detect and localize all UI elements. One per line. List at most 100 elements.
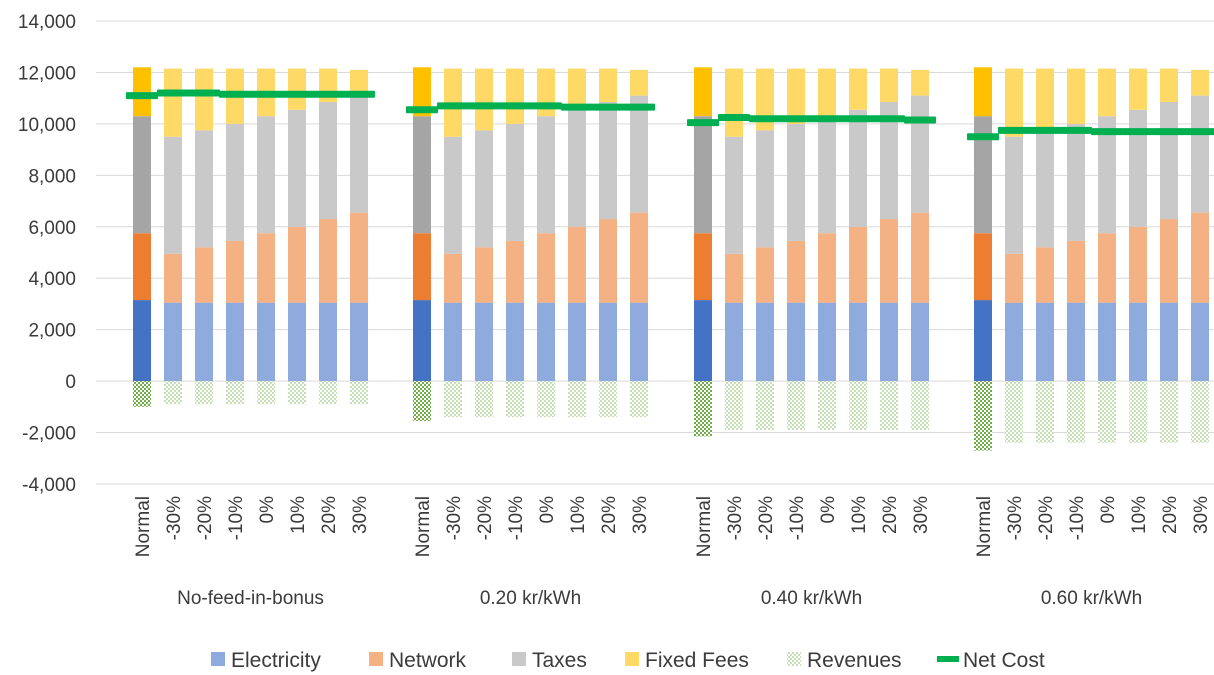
- fixed-fees-bar: [133, 67, 151, 117]
- net-cost-marker: [1122, 128, 1154, 136]
- x-tick-label: 10%: [288, 496, 309, 534]
- net-cost-marker: [780, 115, 812, 123]
- taxes-bar: [630, 95, 648, 213]
- network-bar: [787, 240, 805, 303]
- taxes-bar: [849, 109, 867, 227]
- x-tick-label: -10%: [226, 496, 247, 540]
- network-bar: [257, 233, 275, 303]
- network-bar: [911, 212, 929, 303]
- net-cost-marker: [967, 133, 999, 141]
- legend-swatch-net-cost: [937, 656, 959, 662]
- fixed-fees-bar: [818, 68, 836, 117]
- net-cost-marker: [157, 89, 189, 97]
- net-cost-marker: [718, 113, 750, 121]
- network-bar: [475, 247, 493, 303]
- fixed-fees-bar: [288, 68, 306, 110]
- net-cost-marker: [1060, 126, 1092, 134]
- revenues-bar: [849, 381, 867, 430]
- x-tick-label: -10%: [1067, 496, 1088, 540]
- x-tick-label: 0%: [818, 496, 839, 524]
- electricity-bar: [911, 302, 929, 382]
- electricity-bar: [630, 302, 648, 382]
- group-label: No-feed-in-bonus: [177, 588, 324, 609]
- taxes-bar: [475, 130, 493, 248]
- taxes-bar: [1160, 102, 1178, 220]
- electricity-bar: [1160, 302, 1178, 382]
- network-bar: [1191, 212, 1209, 303]
- electricity-bar: [1036, 302, 1054, 382]
- y-tick-label: -4,000: [22, 475, 76, 496]
- revenues-bar: [911, 381, 929, 430]
- network-bar: [319, 219, 337, 303]
- electricity-bar: [506, 302, 524, 382]
- electricity-bar: [1191, 302, 1209, 382]
- net-cost-marker: [281, 90, 313, 98]
- network-bar: [694, 233, 712, 301]
- revenues-bar: [756, 381, 774, 430]
- x-tick-label: -30%: [1005, 496, 1026, 540]
- taxes-bar: [133, 116, 151, 234]
- revenues-bar: [413, 381, 431, 421]
- electricity-bar: [257, 302, 275, 382]
- net-cost-marker: [499, 102, 531, 110]
- x-tick-label: 30%: [1191, 496, 1212, 534]
- taxes-bar: [756, 130, 774, 248]
- fixed-fees-bar: [1129, 68, 1147, 110]
- legend-label: Fixed Fees: [645, 649, 749, 672]
- legend-swatch-taxes: [512, 652, 526, 666]
- network-bar: [506, 240, 524, 303]
- x-tick-label: 10%: [849, 496, 870, 534]
- revenues-bar: [630, 381, 648, 418]
- electricity-bar: [694, 300, 712, 382]
- net-cost-marker: [1184, 128, 1214, 136]
- legend-label: Revenues: [807, 649, 902, 672]
- fixed-fees-bar: [880, 68, 898, 103]
- y-tick-label: 4,000: [28, 269, 76, 290]
- taxes-bar: [725, 136, 743, 254]
- gridlines: [96, 20, 1214, 485]
- taxes-bar: [350, 95, 368, 213]
- network-bar: [195, 247, 213, 303]
- electricity-bar: [880, 302, 898, 382]
- fixed-fees-bar: [1098, 68, 1116, 117]
- revenues-bar: [787, 381, 805, 430]
- x-axis: Normal -30% -20% -10% 0% 10% 20% 30% No-feed-in-…: [133, 496, 1212, 609]
- electricity-bar: [164, 302, 182, 382]
- fixed-fees-bar: [164, 68, 182, 137]
- y-tick-label: 6,000: [28, 218, 76, 239]
- electricity-bar: [818, 302, 836, 382]
- revenues-bar: [599, 381, 617, 418]
- electricity-bar: [1098, 302, 1116, 382]
- revenues-bar: [1191, 381, 1209, 443]
- taxes-bar: [288, 109, 306, 227]
- revenues-bar: [1129, 381, 1147, 443]
- fixed-fees-bar: [1191, 69, 1209, 96]
- revenues-bar: [319, 381, 337, 405]
- fixed-fees-bar: [849, 68, 867, 110]
- net-cost-marker: [749, 115, 781, 123]
- x-tick-label: -20%: [1036, 496, 1057, 540]
- network-bar: [164, 253, 182, 303]
- x-tick-label: -30%: [725, 496, 746, 540]
- net-cost-marker: [437, 102, 469, 110]
- fixed-fees-bar: [911, 69, 929, 96]
- network-bar: [1129, 226, 1147, 303]
- fixed-fees-bar: [1160, 68, 1178, 103]
- revenues-bar: [880, 381, 898, 430]
- legend-label: Net Cost: [963, 649, 1045, 672]
- taxes-bar: [568, 109, 586, 227]
- electricity-bar: [133, 300, 151, 382]
- x-tick-label: 0%: [537, 496, 558, 524]
- fixed-fees-bar: [1036, 68, 1054, 131]
- x-tick-label: 30%: [350, 496, 371, 534]
- revenues-bar: [164, 381, 182, 405]
- network-bar: [226, 240, 244, 303]
- electricity-bar: [413, 300, 431, 382]
- legend-label: Taxes: [532, 649, 587, 672]
- electricity-bar: [1005, 302, 1023, 382]
- net-cost-marker: [904, 116, 936, 124]
- network-bar: [568, 226, 586, 303]
- revenues-bar: [1036, 381, 1054, 443]
- net-cost-marker: [623, 103, 655, 111]
